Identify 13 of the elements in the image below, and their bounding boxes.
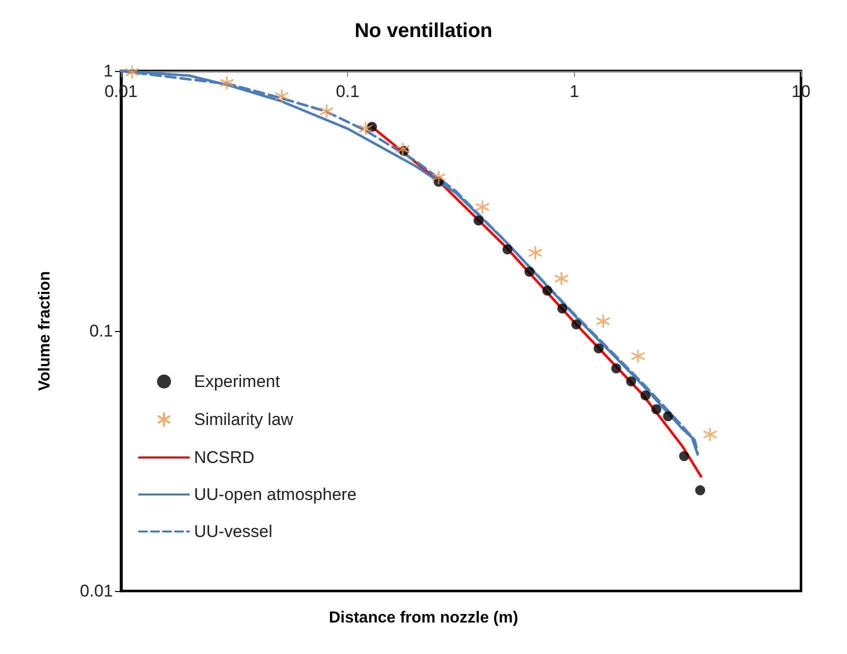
y-axis-title: Volume fraction: [36, 271, 54, 391]
x-tick-label: 0.1: [336, 82, 360, 101]
chart-title: No ventillation: [354, 20, 492, 42]
y-tick-label: 0.01: [80, 582, 113, 600]
x-tick-label: 1: [570, 82, 580, 101]
legend-label: Similarity law: [194, 410, 294, 429]
legend-label: UU-vessel: [194, 522, 272, 541]
y-tick-label: 1: [104, 62, 113, 80]
legend-label: UU-open atmosphere: [194, 485, 357, 504]
x-axis-title: Distance from nozzle (m): [328, 610, 518, 626]
legend-label: Experiment: [194, 372, 280, 391]
y-tick-label: 0.1: [89, 322, 113, 340]
legend-label: NCSRD: [194, 448, 254, 467]
